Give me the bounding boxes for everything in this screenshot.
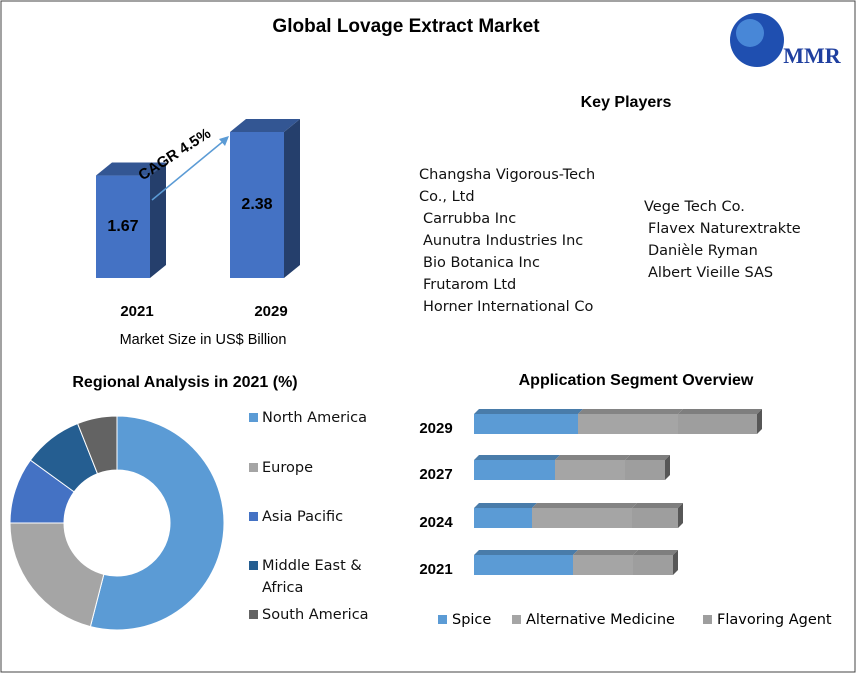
y-tick-label: 2021 — [419, 561, 452, 578]
y-tick-label: 2027 — [419, 466, 452, 483]
logo-globe-shine — [736, 19, 764, 47]
bar-top — [625, 455, 670, 460]
chart-title: Regional Analysis in 2021 (%) — [72, 374, 297, 391]
key-player: Flavex Naturextrakte — [648, 221, 801, 237]
legend-label: Middle East & Africa — [262, 558, 362, 596]
x-axis-label: Market Size in US$ Billion — [120, 332, 287, 348]
bar-segment — [555, 460, 625, 480]
y-tick-label: 2024 — [419, 514, 453, 531]
bar-top — [632, 503, 683, 508]
legend-label: Alternative Medicine — [526, 612, 675, 628]
bar-top — [96, 162, 166, 176]
key-player: Frutarom Ltd — [423, 277, 517, 293]
bar-side — [665, 455, 670, 480]
bar-top — [633, 550, 678, 555]
logo: MMR — [730, 13, 842, 68]
legend-swatch — [249, 561, 258, 570]
bar — [96, 175, 150, 278]
bar-segment — [678, 414, 757, 434]
legend-entry: South America — [262, 607, 369, 623]
bar-side — [757, 409, 762, 434]
bar-segment — [578, 414, 678, 434]
bar-top — [532, 503, 637, 508]
bar-3d — [230, 119, 300, 278]
legend-swatch — [249, 463, 258, 472]
bar-segment — [532, 508, 632, 528]
bar-side — [150, 162, 166, 278]
legend-entry: Asia Pacific — [262, 509, 344, 525]
bar-top — [573, 550, 638, 555]
x-tick-label: 2029 — [254, 303, 287, 320]
cagr-arrow — [151, 138, 227, 201]
key-player: Carrubba Inc — [423, 211, 517, 227]
legend-swatch — [438, 615, 447, 624]
bar-top — [678, 409, 762, 414]
chart-title: Application Segment Overview — [519, 372, 754, 389]
key-player: Aunutra Industries Inc — [423, 233, 584, 249]
annotation: CAGR 4.5% — [135, 125, 213, 184]
donut-slice — [89, 415, 225, 631]
logo-text: MMR — [783, 43, 842, 68]
legend-label: South America — [262, 607, 369, 623]
bar-value-label: 2.38 — [241, 196, 272, 213]
bar-top — [555, 455, 630, 460]
x-tick-label: 2021 — [120, 303, 153, 320]
bar-segment — [625, 460, 665, 480]
key-player: Bio Botanica Inc — [423, 255, 540, 271]
legend-label: North America — [262, 410, 367, 426]
legend-label: Europe — [262, 460, 313, 476]
bar-top — [578, 409, 683, 414]
legend-label: Asia Pacific — [262, 509, 344, 525]
cagr-arrowhead — [219, 136, 229, 146]
bar-segment — [474, 508, 532, 528]
key-player: Changsha Vigorous-Tech Co., Ltd — [419, 167, 596, 205]
bar-value-label: 1.67 — [107, 218, 138, 235]
key-player: Albert Vieille SAS — [648, 265, 774, 281]
key-player: Horner International Co — [423, 299, 594, 315]
legend-entry: Europe — [262, 460, 313, 476]
bar-segment — [474, 414, 578, 434]
legend-swatch — [703, 615, 712, 624]
key-players-list: Vege Tech Co. Flavex Naturextrakte Danièle… — [644, 196, 844, 284]
key-players-list: Changsha Vigorous-Tech Co., Ltd Carrubba … — [419, 164, 619, 318]
key-players-title: Key Players — [581, 94, 672, 111]
y-tick-label: 2029 — [419, 420, 452, 437]
key-player: Vege Tech Co. — [644, 199, 745, 215]
bar-top — [474, 455, 560, 460]
bar-3d — [96, 162, 166, 278]
legend-swatch — [249, 512, 258, 521]
page-title: Global Lovage Extract Market — [272, 16, 540, 37]
bar-segment — [474, 460, 555, 480]
bar-side — [284, 119, 300, 278]
legend-entry: Middle East & Africa — [262, 558, 362, 596]
legend-swatch — [249, 413, 258, 422]
donut-slice — [9, 522, 105, 628]
bar-top — [474, 550, 578, 555]
donut-slice — [76, 415, 118, 475]
bar-top — [230, 119, 300, 132]
legend-swatch — [512, 615, 521, 624]
bar-segment — [474, 555, 573, 575]
bar-top — [474, 409, 583, 414]
bar-top — [474, 503, 537, 508]
bar-side — [673, 550, 678, 575]
bar-segment — [633, 555, 673, 575]
bar-side — [678, 503, 683, 528]
bar-segment — [632, 508, 678, 528]
bar-segment — [573, 555, 633, 575]
legend-label: Spice — [452, 612, 491, 628]
legend-swatch — [249, 610, 258, 619]
legend-label: Flavoring Agent — [717, 612, 832, 628]
bar — [230, 132, 284, 278]
legend-entry: North America — [262, 410, 367, 426]
key-player: Danièle Ryman — [648, 243, 758, 259]
